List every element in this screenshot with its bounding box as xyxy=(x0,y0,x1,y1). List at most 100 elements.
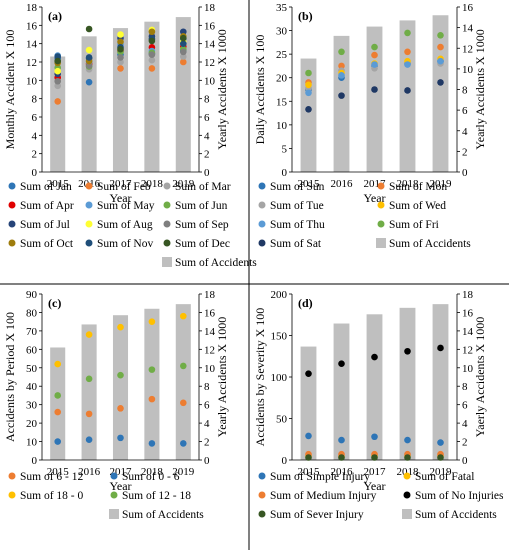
y2-tick-label: 12 xyxy=(462,344,473,356)
point-sum-of-sat-2018 xyxy=(404,87,411,94)
point-sum-of-wed-2015 xyxy=(305,81,312,89)
y2-tick-label: 12 xyxy=(204,57,215,69)
y2-tick-label: 8 xyxy=(204,381,210,393)
point-sum-of-dec-2016 xyxy=(85,25,93,33)
y2-tick-label: 6 xyxy=(204,400,210,412)
y-tick-label: 18 xyxy=(26,2,38,14)
bar-accidents-2019 xyxy=(175,304,191,460)
point-sum-of-sat-2017 xyxy=(371,86,378,93)
legend-marker xyxy=(258,220,266,228)
bar-accidents-2018 xyxy=(144,21,160,172)
bar-accidents-2017 xyxy=(112,315,129,460)
legend-label: Sum of Fri xyxy=(389,219,439,231)
y-tick-label: 50 xyxy=(26,363,38,375)
legend-label: Sum of Accidents xyxy=(389,238,471,250)
y2-tick-label: 16 xyxy=(204,20,216,32)
x-tick-label: 2017 xyxy=(364,466,387,478)
point-sum-of-oct-2017 xyxy=(117,38,124,46)
point-sum-of-thu-2018 xyxy=(404,61,411,68)
legend-marker xyxy=(8,472,16,480)
legend-marker xyxy=(377,220,385,228)
point-sum-of-feb-2019 xyxy=(180,58,187,66)
legend-marker xyxy=(163,239,171,247)
bar-accidents-2019 xyxy=(432,304,449,460)
point-sum-of-18-0-2016 xyxy=(85,331,93,338)
legend-bar-swatch xyxy=(109,509,119,519)
legend-label: Sum of 6 - 12 xyxy=(20,471,84,483)
point-sum-of-sever-injury-2018 xyxy=(404,454,411,461)
y-tick-label: 60 xyxy=(26,344,38,356)
y2-tick-label: 0 xyxy=(462,167,468,179)
legend-label: Sum of Accidents xyxy=(175,257,257,269)
point-sum-of-sat-2016 xyxy=(338,92,345,99)
y2-tick-label: 14 xyxy=(462,326,474,338)
point-sum-of-feb-2017 xyxy=(117,65,124,72)
y2-tick-label: 6 xyxy=(462,105,468,117)
point-sum-of-mon-2017 xyxy=(371,51,378,59)
legend-label: Sum of Sep xyxy=(175,219,229,231)
point-sum-of-6-12-2019 xyxy=(180,399,187,407)
y2-tick-label: 10 xyxy=(204,75,216,87)
legend-label: Sum of May xyxy=(97,200,155,212)
point-sum-of-18-0-2015 xyxy=(54,360,61,368)
panel-a: 0246810121416180246810121416182015201620… xyxy=(3,2,257,269)
y-tick-label: 80 xyxy=(26,307,38,319)
point-sum-of-fri-2016 xyxy=(338,48,345,56)
x-axis-title: Year xyxy=(363,479,385,493)
point-sum-of-12-18-2017 xyxy=(117,371,124,379)
point-sum-of-sever-injury-2016 xyxy=(338,454,345,461)
bar-accidents-2019 xyxy=(432,15,449,172)
legend-bar-swatch xyxy=(162,257,172,267)
y2-tick-label: 4 xyxy=(204,418,210,430)
y-tick-label: 14 xyxy=(26,39,38,51)
y-tick-label: 10 xyxy=(276,120,288,132)
point-sum-of-6-12-2015 xyxy=(54,408,61,416)
legend-label: Sum of No Injuries xyxy=(415,490,504,502)
point-sum-of-sever-injury-2015 xyxy=(305,454,312,461)
x-tick-label: 2018 xyxy=(141,178,164,190)
point-sum-of-dec-2017 xyxy=(117,45,124,53)
legend-label: Sum of Fatal xyxy=(415,471,474,483)
y-tick-label: 90 xyxy=(26,289,38,301)
bar-accidents-2017 xyxy=(112,28,129,173)
point-sum-of-0-6-2018 xyxy=(148,440,156,447)
y2-tick-label: 6 xyxy=(462,400,468,412)
point-sum-of-nov-2015 xyxy=(54,53,61,60)
point-sum-of-nov-2019 xyxy=(180,40,187,47)
point-sum-of-6-12-2018 xyxy=(148,395,156,403)
point-sum-of-mar-2018 xyxy=(148,56,156,64)
point-sum-of-dec-2015 xyxy=(54,57,61,65)
bar-accidents-2015 xyxy=(300,58,317,172)
point-sum-of-oct-2018 xyxy=(148,28,156,36)
y2-tick-label: 16 xyxy=(462,2,474,14)
point-sum-of-sep-2016 xyxy=(85,62,93,69)
x-tick-label: 2019 xyxy=(430,178,453,190)
y-tick-label: 50 xyxy=(276,414,288,426)
bar-accidents-2018 xyxy=(399,20,416,172)
legend-marker xyxy=(8,491,16,499)
point-sum-of-thu-2017 xyxy=(371,61,378,68)
point-sum-of-sever-injury-2019 xyxy=(437,454,444,461)
y2-tick-label: 10 xyxy=(462,64,474,76)
panel-label: (b) xyxy=(298,9,313,23)
legend-marker xyxy=(403,472,411,480)
point-sum-of-simple-injury-2018 xyxy=(404,436,411,444)
y-axis-title: Accidents by Period X 100 xyxy=(3,312,17,442)
panel-d: 0 50 100 150 200 0 2 4 6 8 10 12 14 16 18 2015 2016 2017 2… xyxy=(253,289,504,521)
legend-label: Sum of Tue xyxy=(270,200,324,212)
y2-axis-title: Yearly Accidents X 1000 xyxy=(215,317,229,437)
point-sum-of-no-injuries-2016 xyxy=(338,360,345,368)
y2-tick-label: 18 xyxy=(462,289,474,301)
legend-label: Sum of Apr xyxy=(20,200,74,212)
legend-marker xyxy=(8,239,16,247)
x-tick-label: 2015 xyxy=(298,178,321,190)
y2-tick-label: 18 xyxy=(204,289,216,301)
point-sum-of-0-6-2016 xyxy=(85,436,93,444)
legend-label: Sum of Aug xyxy=(97,219,153,231)
y-tick-label: 70 xyxy=(26,326,38,338)
bar-accidents-2018 xyxy=(144,308,160,460)
x-tick-label: 2018 xyxy=(397,178,420,190)
legend-label: Sum of Accidents xyxy=(415,509,497,521)
y2-tick-label: 18 xyxy=(204,2,216,14)
point-sum-of-12-18-2016 xyxy=(85,375,93,383)
